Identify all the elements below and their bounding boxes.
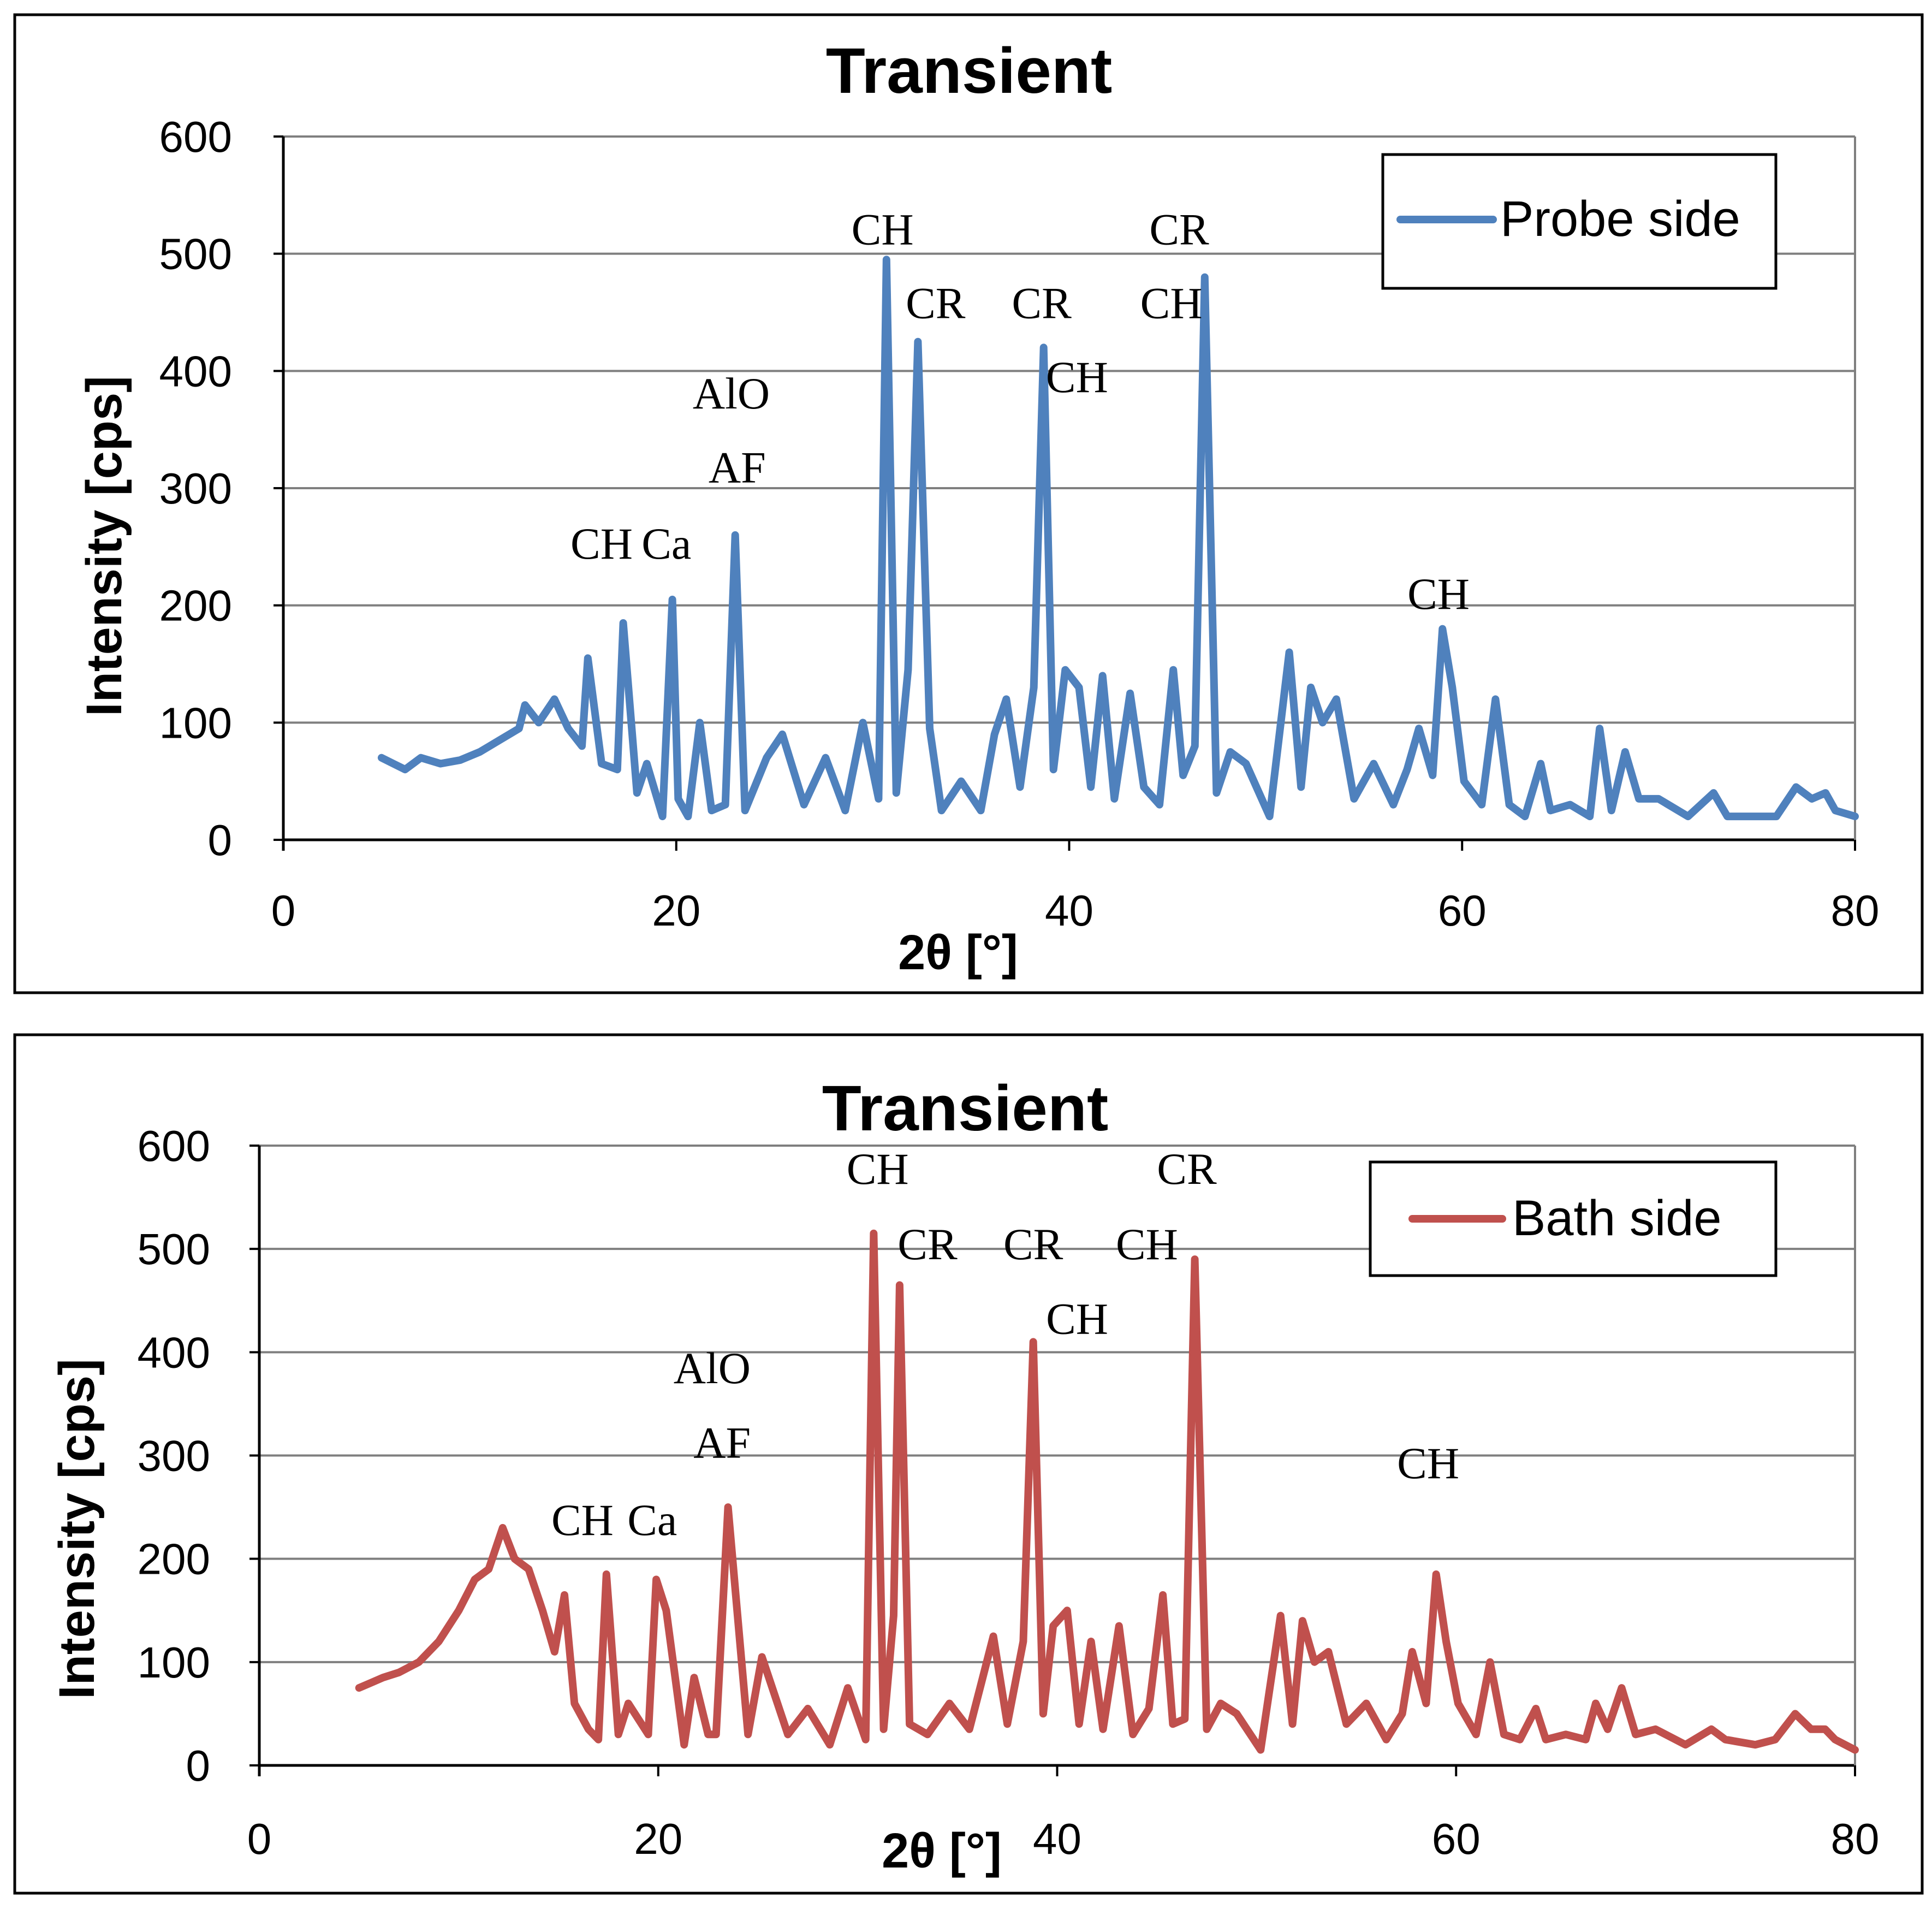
- legend-label-probe: Probe side: [1500, 191, 1740, 247]
- legend-bath: Bath side: [1369, 1160, 1778, 1277]
- y-tick-label: 600: [159, 112, 232, 161]
- peak-annotation: AF: [709, 442, 766, 492]
- y-tick-label: 500: [159, 230, 232, 278]
- x-tick-label: 0: [247, 1815, 272, 1863]
- x-tick-label: 60: [1438, 886, 1487, 935]
- y-tick-label: 400: [159, 347, 232, 395]
- y-tick-label: 500: [138, 1225, 210, 1273]
- peak-annotation: CR: [1157, 1144, 1217, 1194]
- y-tick-label: 100: [159, 698, 232, 747]
- y-tick-label: 600: [138, 1122, 210, 1170]
- x-tick-label: 20: [652, 886, 700, 935]
- peak-annotation: CH: [847, 1144, 909, 1194]
- chart-title-probe: Transient: [826, 35, 1113, 107]
- y-tick-label: 200: [138, 1535, 210, 1584]
- x-tick-label: 20: [634, 1815, 682, 1863]
- peak-annotation: CR: [1149, 204, 1209, 254]
- y-axis-label-probe: Intensity [cps]: [76, 376, 132, 716]
- x-tick-label: 40: [1033, 1815, 1081, 1863]
- peak-annotation: CR: [1012, 278, 1072, 328]
- peak-annotation: CH: [1407, 569, 1470, 619]
- y-tick-label: 0: [208, 816, 233, 864]
- y-axis-label-bath: Intensity [cps]: [49, 1359, 105, 1699]
- series-line-bath: [355, 1229, 1859, 1754]
- peak-annotation: CH: [1140, 278, 1203, 328]
- peak-annotation: CH: [1046, 352, 1108, 402]
- peak-annotation: CH: [852, 204, 914, 254]
- x-tick-label: 0: [271, 886, 296, 935]
- x-axis-label-probe: 2θ [°]: [898, 926, 1018, 980]
- x-tick-label: 80: [1831, 1815, 1880, 1863]
- peak-annotation: CH: [1046, 1294, 1108, 1343]
- peak-annotation: CR: [906, 278, 966, 328]
- series-line-probe: [377, 256, 1859, 821]
- x-tick-label: 60: [1432, 1815, 1481, 1863]
- series-bath: [355, 1229, 1859, 1754]
- peak-annotation: CR: [1003, 1219, 1063, 1269]
- peak-annotation: Ca: [641, 519, 691, 568]
- y-tick-label: 300: [159, 464, 232, 513]
- y-tick-label: 0: [186, 1741, 211, 1790]
- y-tick-label: 200: [159, 582, 232, 630]
- series-probe: [377, 256, 1859, 821]
- x-tick-label: 40: [1045, 886, 1093, 935]
- y-tick-label: 300: [138, 1432, 210, 1480]
- peak-annotation: CH: [551, 1495, 614, 1545]
- grid-probe: [274, 135, 1856, 851]
- legend-probe: Probe side: [1381, 153, 1778, 290]
- x-tick-label: 80: [1831, 886, 1880, 935]
- legend-label-bath: Bath side: [1512, 1190, 1722, 1246]
- peak-annotation: CH: [1397, 1438, 1459, 1488]
- peak-annotation: AF: [693, 1418, 751, 1467]
- peak-annotation: CH: [570, 519, 633, 568]
- y-tick-label: 400: [138, 1328, 210, 1377]
- ticks-probe: 0 100 200 300 400 500 600 0 20 40 60 80: [159, 112, 1880, 935]
- peak-annotation: CH: [1116, 1219, 1178, 1269]
- peak-annotation: AlO: [693, 369, 770, 418]
- peak-annotation: Ca: [627, 1495, 677, 1545]
- chart-title-bath: Transient: [822, 1072, 1109, 1145]
- peak-annotation: CR: [897, 1219, 958, 1269]
- x-axis-label-bath: 2θ [°]: [882, 1824, 1002, 1878]
- ticks-bath: 0 100 200 300 400 500 600 0 20 40 60 80: [138, 1122, 1880, 1863]
- y-tick-label: 100: [138, 1638, 210, 1687]
- peak-annotation: AlO: [674, 1343, 751, 1393]
